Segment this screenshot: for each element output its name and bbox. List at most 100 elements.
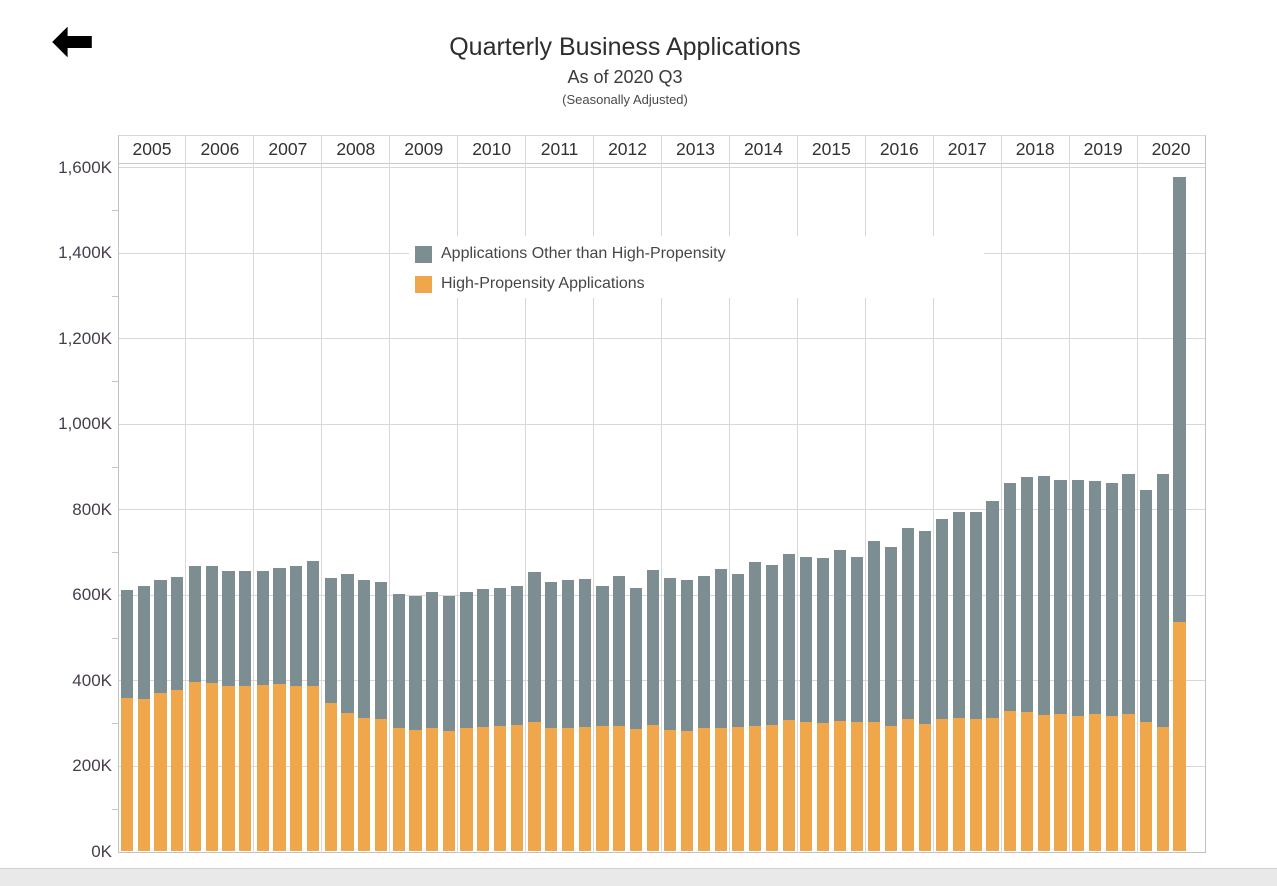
legend-item-other[interactable]: Applications Other than High-Propensity [415,239,726,269]
year-label-2016[interactable]: 2016 [879,139,919,159]
year-label-2018[interactable]: 2018 [1015,139,1055,159]
bar-2007-Q3[interactable] [290,565,303,852]
bar-segment-high-propensity[interactable] [986,718,999,852]
bar-2016-Q1[interactable] [868,541,881,852]
bar-2015-Q1[interactable] [800,556,813,852]
bar-segment-high-propensity[interactable] [952,718,966,852]
bar-segment-other[interactable] [1105,482,1118,717]
bar-segment-high-propensity[interactable] [409,729,422,852]
bar-2005-Q4[interactable] [171,576,184,852]
bar-segment-high-propensity[interactable] [273,683,286,852]
bar-segment-other[interactable] [800,556,813,723]
bar-2012-Q4[interactable] [646,569,659,852]
bar-segment-other[interactable] [714,569,727,728]
bar-segment-high-propensity[interactable] [426,727,439,852]
bar-segment-other[interactable] [749,561,762,726]
bar-2007-Q1[interactable] [256,571,269,852]
year-label-2013[interactable]: 2013 [676,139,715,159]
bar-segment-other[interactable] [324,578,337,704]
bar-segment-other[interactable] [613,575,626,726]
bar-2020-Q3[interactable] [1173,176,1186,852]
bar-segment-other[interactable] [358,580,371,719]
bar-segment-other[interactable] [460,592,473,728]
bar-2019-Q3[interactable] [1105,482,1118,852]
year-label-2019[interactable]: 2019 [1083,139,1123,159]
bar-segment-other[interactable] [222,571,235,687]
year-label-2006[interactable]: 2006 [200,139,240,159]
bar-segment-high-propensity[interactable] [1139,721,1153,852]
bar-segment-high-propensity[interactable] [442,730,456,852]
bar-segment-high-propensity[interactable] [562,727,575,852]
bar-segment-other[interactable] [171,576,184,690]
bar-segment-high-propensity[interactable] [307,686,320,852]
bar-segment-high-propensity[interactable] [918,723,931,852]
bar-2010-Q1[interactable] [460,592,473,852]
bar-segment-high-propensity[interactable] [205,683,218,852]
bar-segment-high-propensity[interactable] [646,724,659,852]
bar-segment-high-propensity[interactable] [749,725,762,852]
year-label-2007[interactable]: 2007 [268,139,308,159]
bar-segment-high-propensity[interactable] [868,721,881,852]
bar-2011-Q4[interactable] [578,579,591,852]
bar-2019-Q4[interactable] [1122,473,1135,852]
bar-2009-Q2[interactable] [409,595,422,852]
bar-segment-high-propensity[interactable] [528,721,541,852]
bar-2011-Q1[interactable] [528,572,541,852]
bar-2010-Q3[interactable] [494,587,507,852]
bar-2005-Q2[interactable] [137,586,150,852]
bar-2015-Q2[interactable] [816,558,830,852]
bar-segment-high-propensity[interactable] [375,718,388,852]
bar-segment-other[interactable] [952,512,966,719]
bar-segment-high-propensity[interactable] [782,719,795,852]
bar-2017-Q3[interactable] [969,512,982,852]
bar-segment-high-propensity[interactable] [1173,622,1186,852]
bar-2014-Q3[interactable] [765,565,779,852]
bar-2012-Q2[interactable] [613,575,626,852]
year-label-2005[interactable]: 2005 [132,139,172,159]
bar-segment-other[interactable] [545,581,558,728]
bar-2015-Q3[interactable] [833,549,846,852]
bar-segment-high-propensity[interactable] [1037,715,1050,852]
bar-2017-Q4[interactable] [986,500,999,852]
bar-segment-high-propensity[interactable] [358,718,371,852]
bar-segment-high-propensity[interactable] [1122,713,1135,852]
bar-segment-other[interactable] [1122,473,1135,714]
bar-segment-high-propensity[interactable] [137,698,150,852]
bar-2014-Q4[interactable] [782,554,795,852]
bar-segment-other[interactable] [1071,480,1085,716]
bar-segment-other[interactable] [868,541,881,722]
bar-segment-high-propensity[interactable] [816,723,830,852]
bar-2012-Q1[interactable] [596,586,609,852]
bar-2020-Q1[interactable] [1139,490,1153,852]
bar-segment-high-propensity[interactable] [1088,713,1101,852]
bar-segment-high-propensity[interactable] [578,726,591,852]
bar-segment-other[interactable] [307,561,320,687]
bar-segment-other[interactable] [375,581,388,719]
year-label-2017[interactable]: 2017 [947,139,987,159]
bar-segment-other[interactable] [256,571,269,685]
bar-segment-high-propensity[interactable] [1003,711,1017,852]
bar-segment-other[interactable] [596,586,609,727]
bar-2013-Q2[interactable] [681,580,694,852]
bar-segment-high-propensity[interactable] [154,693,167,852]
bar-segment-high-propensity[interactable] [714,727,727,852]
bar-segment-other[interactable] [664,578,677,731]
bar-segment-other[interactable] [528,572,541,722]
bar-2006-Q4[interactable] [239,571,252,852]
bar-segment-other[interactable] [341,574,354,713]
bar-segment-high-propensity[interactable] [188,681,201,852]
bar-segment-other[interactable] [816,558,830,724]
bar-2018-Q4[interactable] [1054,480,1067,852]
legend-item-high-propensity[interactable]: High-Propensity Applications [415,269,726,299]
bar-segment-other[interactable] [969,512,982,720]
bar-segment-other[interactable] [681,580,694,731]
bar-segment-other[interactable] [137,586,150,699]
year-label-2014[interactable]: 2014 [743,139,783,159]
bar-2008-Q2[interactable] [341,574,354,852]
bar-segment-high-propensity[interactable] [494,725,507,852]
bar-2011-Q2[interactable] [545,581,558,852]
bar-segment-high-propensity[interactable] [596,726,609,852]
bar-segment-other[interactable] [442,595,456,731]
bar-segment-high-propensity[interactable] [765,725,779,852]
bar-segment-other[interactable] [1037,475,1050,716]
